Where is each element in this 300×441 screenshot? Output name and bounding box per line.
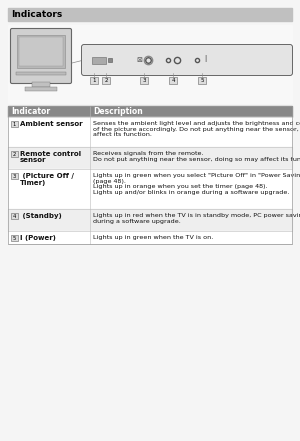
Bar [11, 151, 17, 157]
Bar [92, 56, 106, 64]
Bar [8, 25, 292, 103]
Text: Indicator: Indicator [11, 108, 50, 116]
Bar [8, 231, 292, 244]
Text: 4: 4 [13, 213, 16, 218]
Bar [140, 77, 148, 84]
Bar [198, 77, 206, 84]
Text: affect its function.: affect its function. [93, 132, 152, 137]
Text: of the picture accordingly. Do not put anything near the sensor, doing so may: of the picture accordingly. Do not put a… [93, 127, 300, 131]
Bar [90, 77, 98, 84]
Text: Receives signals from the remote.: Receives signals from the remote. [93, 151, 203, 156]
Bar [8, 147, 292, 169]
Text: 2: 2 [13, 152, 16, 157]
Bar [17, 35, 65, 68]
Bar [8, 8, 292, 21]
Text: 4: 4 [171, 78, 175, 83]
Text: (Picture Off /: (Picture Off / [20, 173, 74, 179]
Text: Lights up and/or blinks in orange during a software upgrade.: Lights up and/or blinks in orange during… [93, 190, 290, 195]
Bar [16, 72, 66, 75]
Text: (page 48).: (page 48). [93, 179, 126, 183]
Text: Lights up in green when the TV is on.: Lights up in green when the TV is on. [93, 235, 213, 240]
Bar [11, 235, 17, 241]
Text: Do not put anything near the sensor, doing so may affect its function.: Do not put anything near the sensor, doi… [93, 157, 300, 161]
Text: 3: 3 [142, 78, 146, 83]
Text: ⊠: ⊠ [136, 57, 142, 63]
Text: 5: 5 [13, 235, 16, 240]
Text: Description: Description [93, 108, 143, 116]
Text: Ambient sensor: Ambient sensor [20, 121, 82, 127]
Text: Timer): Timer) [20, 179, 46, 186]
Bar [8, 117, 292, 147]
Text: 2: 2 [104, 78, 108, 83]
Bar [102, 77, 110, 84]
Bar [108, 58, 112, 62]
Bar [8, 169, 292, 209]
Bar [8, 209, 292, 231]
FancyBboxPatch shape [82, 45, 292, 75]
Text: Lights up in green when you select "Picture Off" in "Power Saving" of "Eco": Lights up in green when you select "Pict… [93, 173, 300, 178]
Bar [11, 121, 17, 127]
Bar [25, 87, 57, 91]
Text: I: I [204, 56, 206, 64]
Bar [19, 37, 63, 66]
Bar [169, 77, 177, 84]
Text: 1: 1 [13, 122, 16, 127]
Bar [11, 173, 17, 179]
FancyBboxPatch shape [11, 29, 71, 83]
Text: Remote control: Remote control [20, 151, 81, 157]
Bar [8, 106, 292, 244]
Text: 3: 3 [13, 173, 16, 179]
Bar [11, 213, 17, 219]
Text: sensor: sensor [20, 157, 46, 164]
Text: 5: 5 [200, 78, 204, 83]
Text: 1: 1 [92, 78, 96, 83]
Text: during a software upgrade.: during a software upgrade. [93, 219, 181, 224]
Bar [32, 82, 50, 87]
Text: Lights up in orange when you set the timer (page 48).: Lights up in orange when you set the tim… [93, 184, 268, 189]
Bar [8, 106, 292, 117]
Text: I (Power): I (Power) [20, 235, 56, 241]
Text: Lights up in red when the TV is in standby mode, PC power saving mode or: Lights up in red when the TV is in stand… [93, 213, 300, 218]
Text: Indicators: Indicators [11, 10, 62, 19]
Text: (Standby): (Standby) [20, 213, 62, 219]
Text: Senses the ambient light level and adjusts the brightness and colour temperature: Senses the ambient light level and adjus… [93, 121, 300, 126]
